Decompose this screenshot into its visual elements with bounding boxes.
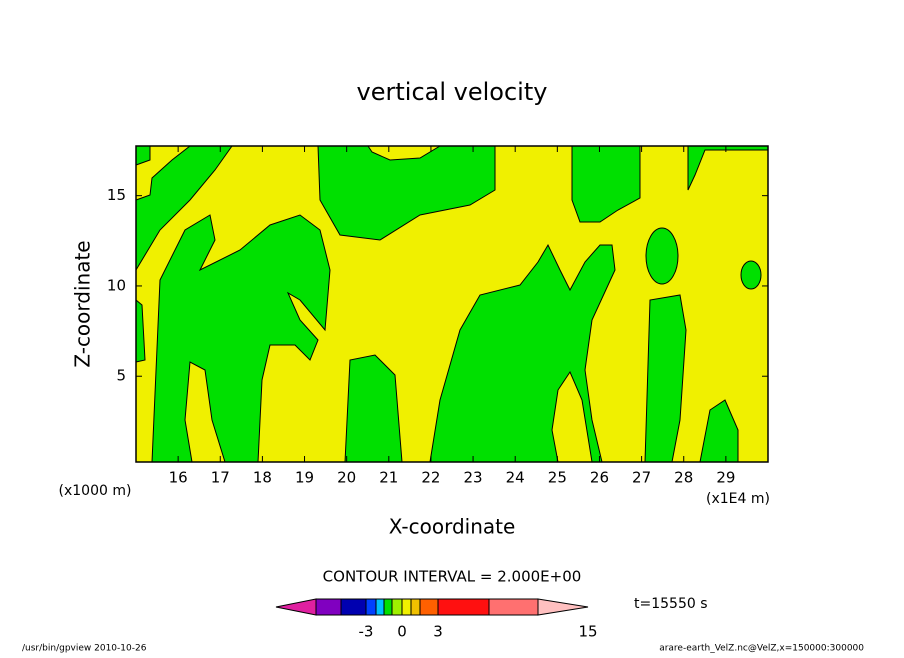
colorbar-end	[275, 598, 317, 616]
x-tick-label: 23	[464, 469, 483, 487]
colorbar-box	[375, 598, 385, 616]
x-axis-label: X-coordinate	[389, 515, 516, 539]
colorbar-label: 3	[433, 623, 443, 641]
colorbar-label: -3	[359, 623, 374, 641]
x-tick-label: 24	[506, 469, 525, 487]
y-tick-label: 15	[107, 186, 126, 204]
x-unit: (x1E4 m)	[706, 491, 770, 507]
colorbar-box	[401, 598, 412, 616]
y-tick-label: 10	[107, 276, 126, 294]
y-axis-label: Z-coordinate	[71, 240, 95, 367]
colorbar-label: 0	[397, 623, 407, 641]
region	[740, 260, 762, 290]
colorbar-end	[537, 598, 589, 616]
plot-frame	[135, 145, 769, 463]
region	[151, 214, 331, 463]
chart-title: vertical velocity	[357, 78, 548, 106]
x-tick-label: 27	[632, 469, 651, 487]
colorbar-box	[383, 598, 393, 616]
colorbar-box	[437, 598, 490, 616]
colorbar-box	[391, 598, 403, 616]
colorbar-box	[488, 598, 539, 616]
time-label: t=15550 s	[634, 596, 708, 612]
x-tick-label: 17	[211, 469, 230, 487]
x-tick-label: 19	[295, 469, 314, 487]
region	[429, 243, 616, 463]
x-tick-label: 21	[379, 469, 398, 487]
colorbar-box	[419, 598, 439, 616]
x-tick-label: 16	[169, 469, 188, 487]
region	[645, 227, 679, 285]
x-tick-label: 20	[337, 469, 356, 487]
colorbar-box	[340, 598, 367, 616]
x-tick-label: 29	[716, 469, 735, 487]
colorbar-label: 15	[578, 623, 597, 641]
footer-right: arare-earth_VelZ.nc@VelZ,x=150000:300000	[659, 644, 864, 654]
region	[571, 145, 641, 223]
colorbar-box	[410, 598, 421, 616]
x-tick-label: 25	[548, 469, 567, 487]
colorbar-box	[315, 598, 342, 616]
x-tick-label: 26	[590, 469, 609, 487]
y-unit: (x1000 m)	[59, 483, 132, 499]
contour-field	[135, 145, 769, 463]
x-tick-label: 28	[674, 469, 693, 487]
region	[317, 145, 496, 241]
x-tick-label: 22	[421, 469, 440, 487]
footer-left: /usr/bin/gpview 2010-10-26	[22, 644, 147, 654]
x-tick-label: 18	[253, 469, 272, 487]
y-tick-label: 5	[116, 367, 126, 385]
colorbar-box	[365, 598, 377, 616]
contour-interval: CONTOUR INTERVAL = 2.000E+00	[323, 568, 582, 586]
